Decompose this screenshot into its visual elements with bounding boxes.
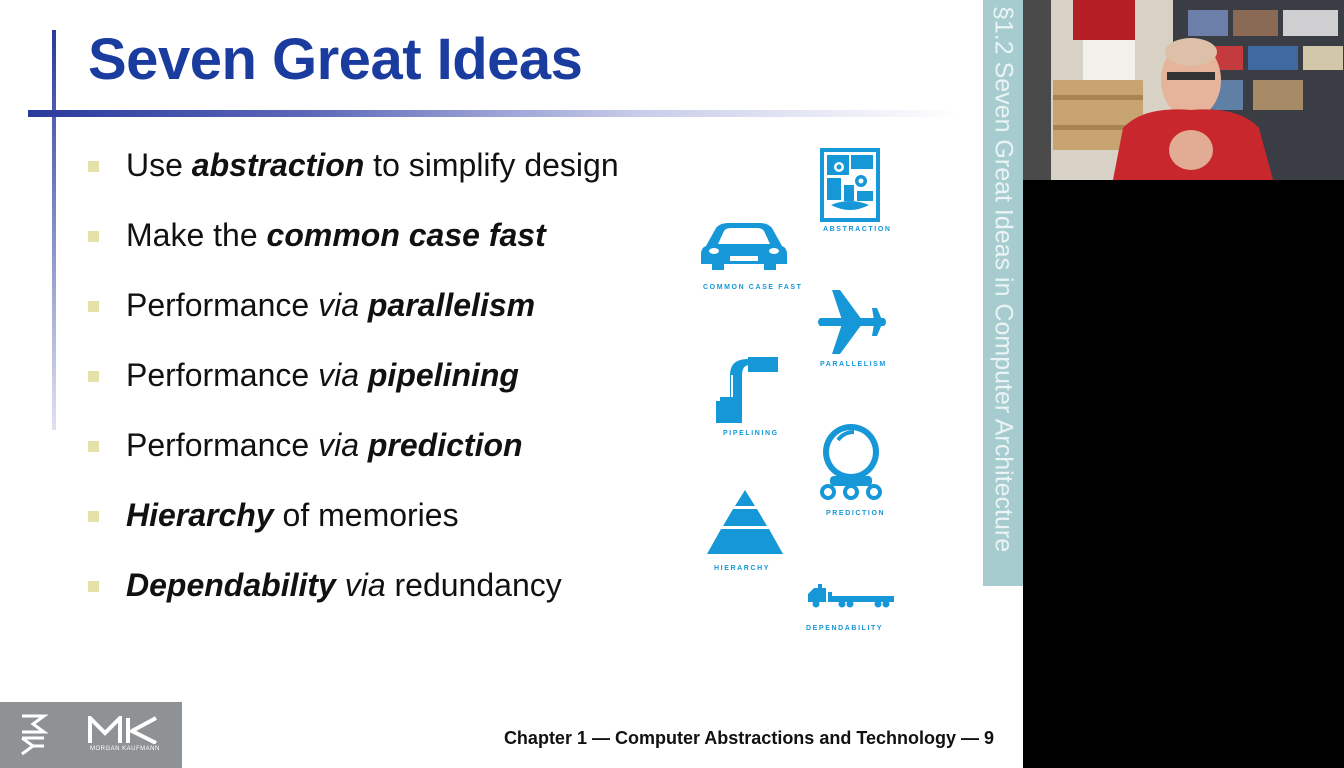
bullet-marker bbox=[88, 581, 99, 592]
hierarchy-label: HIERARCHY bbox=[714, 565, 771, 572]
bullet-text-run: Performance bbox=[126, 427, 319, 463]
bullet-marker bbox=[88, 371, 99, 382]
bullet-emphasis: via bbox=[344, 567, 386, 603]
slide-title: Seven Great Ideas bbox=[88, 27, 583, 92]
slide: Seven Great Ideas Use abstraction to sim… bbox=[0, 0, 1023, 768]
bullet-text-run: redundancy bbox=[385, 567, 562, 603]
car-icon bbox=[701, 223, 787, 270]
pipelining-label: PIPELINING bbox=[723, 430, 779, 437]
bullet-emphasis: pipelining bbox=[367, 357, 519, 393]
bullet-emphasis: via bbox=[318, 427, 359, 463]
abstract-face-icon bbox=[820, 148, 880, 222]
bullet-text: Performance via parallelism bbox=[126, 285, 535, 325]
bullet-text-run bbox=[336, 567, 345, 603]
bullet-marker bbox=[88, 441, 99, 452]
title-accent-vertical-bar bbox=[52, 30, 56, 430]
prediction-label: PREDICTION bbox=[826, 510, 886, 517]
bullet-text-run bbox=[359, 357, 368, 393]
bullet-text-run bbox=[359, 427, 368, 463]
bullet-emphasis: parallelism bbox=[367, 287, 536, 323]
bullet-emphasis: prediction bbox=[367, 427, 523, 463]
slide-footer-caption: Chapter 1 — Computer Abstractions and Te… bbox=[503, 728, 994, 748]
bullet-text: Performance via pipelining bbox=[126, 355, 519, 395]
bullet-text-run bbox=[359, 287, 368, 323]
bullet-text-run: Performance bbox=[126, 357, 319, 393]
bullet-text-run: Use bbox=[126, 147, 192, 183]
crystal-ball-icon bbox=[820, 424, 882, 500]
abstraction-label: ABSTRACTION bbox=[823, 226, 892, 233]
section-sidebar: §1.2 Seven Great Ideas in Computer Archi… bbox=[983, 0, 1023, 586]
bullet-text: Use abstraction to simplify design bbox=[126, 145, 619, 185]
bullet-marker bbox=[88, 511, 99, 522]
truck-icon bbox=[808, 584, 894, 608]
bullet-emphasis: via bbox=[318, 357, 359, 393]
bullet-text-run: to simplify design bbox=[364, 147, 619, 183]
bullet-emphasis: via bbox=[318, 287, 359, 323]
bullet-text-run: Make the bbox=[126, 217, 267, 253]
dependability-label: DEPENDABILITY bbox=[806, 625, 884, 632]
pipe-icon bbox=[716, 357, 778, 423]
mk-logo-vertical-icon bbox=[21, 714, 48, 756]
bullet-marker bbox=[88, 301, 99, 312]
publisher-name: MORGAN KAUFMANN bbox=[90, 746, 160, 752]
bullet-emphasis: Hierarchy bbox=[126, 497, 274, 533]
bullet-emphasis: common case fast bbox=[266, 217, 546, 253]
bullet-emphasis: Dependability bbox=[126, 567, 336, 603]
title-underline-bar bbox=[28, 110, 958, 117]
bullet-text: Hierarchy of memories bbox=[126, 495, 459, 535]
parallelism-label: PARALLELISM bbox=[820, 361, 887, 368]
presenter-video-frame bbox=[1023, 0, 1344, 180]
bullet-marker bbox=[88, 231, 99, 242]
bullet-emphasis: abstraction bbox=[191, 147, 365, 183]
airplane-icon bbox=[818, 290, 886, 354]
bullet-text-run: Performance bbox=[126, 287, 319, 323]
bullet-text: Performance via prediction bbox=[126, 425, 523, 465]
presenter-webcam-video bbox=[1023, 0, 1344, 180]
section-label: §1.2 Seven Great Ideas in Computer Archi… bbox=[989, 6, 1018, 553]
bullet-text: Dependability via redundancy bbox=[126, 565, 562, 605]
bullet-marker bbox=[88, 161, 99, 172]
pyramid-icon bbox=[707, 490, 783, 554]
bullet-text: Make the common case fast bbox=[126, 215, 546, 255]
bullet-text-run: of memories bbox=[273, 497, 459, 533]
mk-logo-icon bbox=[88, 716, 157, 744]
common-case-fast-label: COMMON CASE FAST bbox=[703, 284, 803, 291]
